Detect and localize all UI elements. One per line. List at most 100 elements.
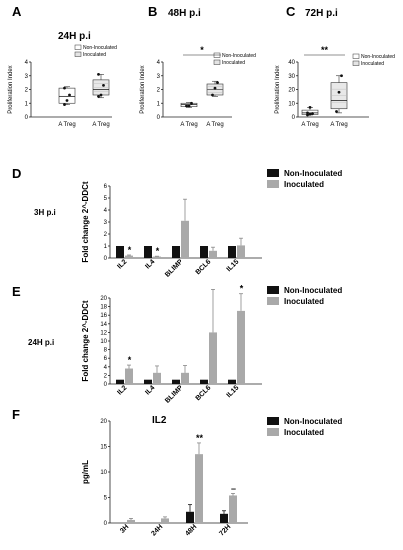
y-tick-label: 5 (104, 196, 108, 202)
y-tick-label: 1 (157, 101, 161, 107)
bar (181, 372, 189, 384)
y-tick-label: 40 (288, 60, 295, 66)
x-tick-label: 3H (119, 523, 130, 534)
legend-label: Inoculated (83, 52, 106, 58)
data-point (340, 74, 343, 78)
bar (237, 310, 245, 384)
data-point (337, 90, 341, 94)
x-tick-label: BCL6 (195, 384, 213, 402)
y-tick-label: 5 (104, 496, 108, 502)
bar (125, 255, 133, 258)
y-axis-label: Fold change 2^-DDCt (81, 181, 90, 262)
x-tick-label: IL2 (116, 258, 128, 270)
legend-swatch (267, 180, 279, 188)
bar (200, 246, 208, 258)
y-tick-label: 20 (288, 88, 295, 94)
y-tick-label: 20 (100, 419, 107, 425)
y-axis-label: Fold change 2^-DDCt (81, 300, 90, 381)
bar (127, 519, 135, 523)
bar (228, 379, 236, 384)
legend-label: Non-Inoculated (284, 286, 342, 295)
bar (195, 454, 203, 523)
panel-e-side-label: 24H p.i (28, 338, 54, 347)
data-point (308, 112, 312, 116)
x-tick-label: IL15 (226, 384, 241, 399)
y-tick-label: 4 (25, 60, 29, 66)
y-tick-label: 30 (288, 74, 295, 80)
y-tick-label: 3 (157, 74, 161, 80)
bar (125, 368, 133, 384)
box (58, 87, 76, 104)
bar (209, 332, 217, 384)
significance-marker: * (156, 246, 160, 256)
legend-swatch (267, 297, 279, 305)
x-tick-label: A Treg (330, 122, 347, 128)
legend-label: Non-Inoculated (361, 54, 395, 60)
y-tick-label: 2 (25, 88, 29, 94)
legend-swatch (267, 286, 279, 294)
y-tick-label: 2 (104, 232, 108, 238)
bar (186, 511, 194, 523)
data-point (63, 86, 66, 90)
legend-swatch (267, 417, 279, 425)
data-point (68, 93, 71, 97)
y-tick-label: 1 (25, 101, 29, 107)
data-point (65, 99, 69, 102)
bar (228, 246, 236, 258)
legend-swatch (267, 169, 279, 177)
legend-swatch (74, 51, 82, 57)
data-point (190, 101, 193, 105)
data-point (308, 105, 312, 109)
bar (116, 246, 124, 258)
significance-marker: * (240, 284, 244, 294)
data-point (185, 104, 188, 108)
y-tick-label: 0 (292, 115, 296, 121)
x-tick-label: A Treg (180, 122, 197, 128)
y-tick-label: 2 (157, 88, 161, 94)
legend-label: Non-Inoculated (284, 417, 342, 426)
y-tick-label: 0 (104, 382, 108, 388)
y-tick-label: 20 (100, 296, 107, 302)
bar (161, 518, 169, 523)
bar (153, 372, 161, 384)
x-tick-label: BLIMP (164, 258, 185, 279)
data-point (306, 113, 309, 117)
y-tick-label: 16 (100, 313, 107, 319)
legend-label: Non-Inoculated (284, 169, 342, 178)
x-tick-label: 48H (184, 523, 198, 537)
bar (181, 220, 189, 258)
y-tick-label: 0 (104, 521, 108, 527)
data-point (97, 94, 100, 98)
panel-f-title: IL2 (152, 415, 167, 426)
bar (172, 379, 180, 384)
x-tick-label: IL2 (116, 384, 128, 396)
legend-swatch (213, 59, 221, 65)
legend-label: Non-Inoculated (222, 53, 256, 59)
data-point (102, 83, 105, 87)
x-tick-label: 72H (218, 523, 232, 537)
panel-letter-f: F (12, 407, 20, 422)
legend-label: Inoculated (361, 61, 384, 67)
bar (200, 379, 208, 384)
legend-label: Inoculated (222, 60, 245, 66)
y-tick-label: 15 (100, 445, 107, 451)
x-tick-label: IL4 (144, 258, 156, 270)
panel-letter-d: D (12, 166, 21, 181)
bar (220, 513, 228, 523)
y-tick-label: 4 (104, 365, 108, 371)
x-tick-label: A Treg (58, 122, 75, 128)
bar (172, 246, 180, 258)
y-tick-label: 10 (288, 101, 295, 107)
significance-marker: – (231, 483, 236, 493)
y-tick-label: 4 (157, 60, 161, 66)
y-axis-label: Proliferation Index (275, 65, 281, 113)
y-axis-label: Proliferation Index (8, 65, 14, 113)
panel-a-title: 24H p.i (58, 31, 91, 42)
data-point (306, 111, 309, 115)
data-point (187, 104, 191, 108)
data-point (211, 93, 214, 97)
x-tick-label: IL4 (144, 384, 156, 396)
y-tick-label: 1 (104, 244, 108, 250)
bar (116, 379, 124, 384)
y-tick-label: 4 (104, 208, 108, 214)
